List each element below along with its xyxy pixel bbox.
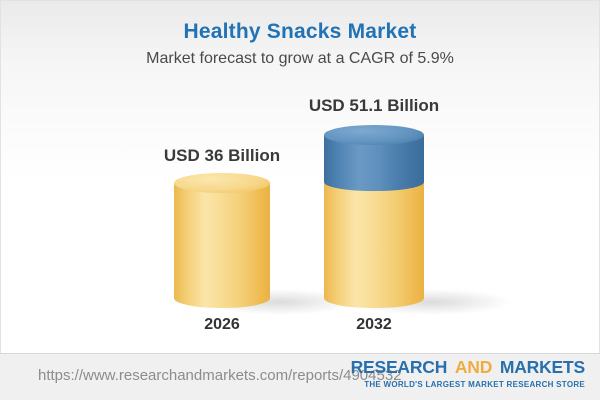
- bar-2026-top-ellipse: [174, 173, 270, 193]
- report-url: https://www.researchandmarkets.com/repor…: [38, 367, 402, 384]
- page-subtitle: Market forecast to grow at a CAGR of 5.9…: [146, 50, 454, 67]
- bar-2032-value-label: USD 51.1 Billion: [308, 96, 440, 115]
- bar-2032-top-ellipse: [324, 125, 424, 145]
- logo-tagline: THE WORLD'S LARGEST MARKET RESEARCH STOR…: [364, 379, 585, 389]
- bar-2026-category-label: 2026: [204, 316, 240, 333]
- bar-2026-cylinder: [174, 173, 270, 308]
- logo-word-and: AND: [454, 357, 493, 377]
- bar-2032-category-label: 2032: [356, 316, 392, 333]
- page-title: Healthy Snacks Market: [183, 20, 417, 43]
- footer-bar: https://www.researchandmarkets.com/repor…: [0, 353, 600, 400]
- logo-word-markets: MARKETS: [499, 357, 585, 377]
- logo-wordmark: RESEARCH AND MARKETS: [350, 357, 586, 377]
- logo-word-research: RESEARCH: [350, 357, 448, 377]
- bar-2032-cylinder: [324, 125, 424, 308]
- bar-2026-value-label: USD 36 Billion: [163, 146, 281, 165]
- bar-2026-body: [174, 183, 270, 308]
- researchandmarkets-logo: RESEARCH AND MARKETS THE WORLD'S LARGEST…: [350, 357, 586, 389]
